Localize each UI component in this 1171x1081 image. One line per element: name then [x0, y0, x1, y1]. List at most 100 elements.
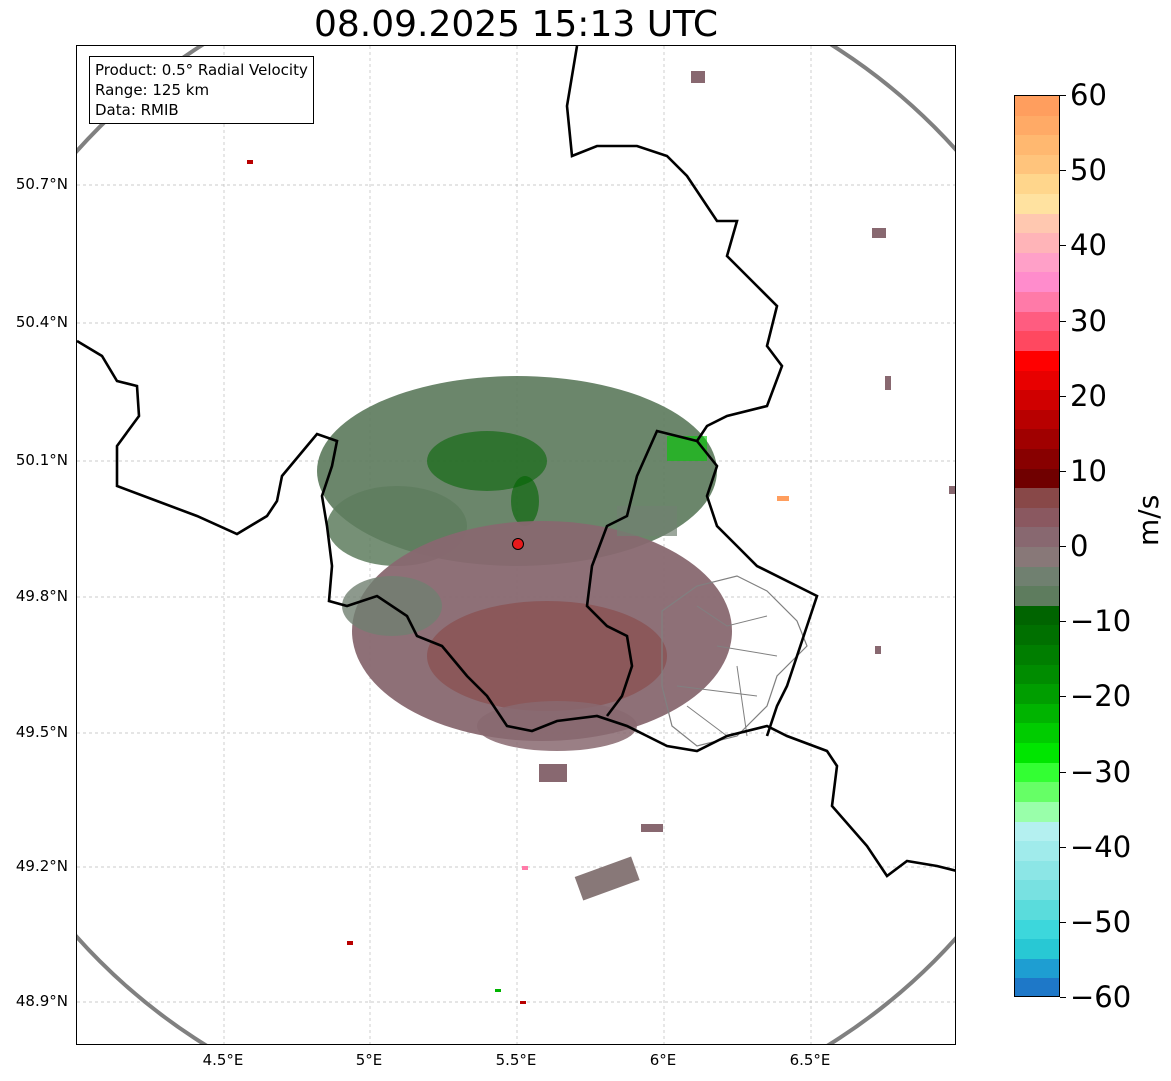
echo-speck — [641, 824, 663, 832]
colorbar-tick-mark — [1060, 245, 1066, 247]
lon-tick-label: 6°E — [649, 1051, 677, 1069]
colorbar-segment — [1015, 899, 1059, 921]
lat-tick-label: 50.1°N — [15, 451, 68, 469]
colorbar-segment — [1015, 409, 1059, 431]
colorbar-segment — [1015, 311, 1059, 333]
colorbar-segment — [1015, 605, 1059, 627]
colorbar-segment — [1015, 723, 1059, 745]
echo-speck — [247, 160, 253, 164]
colorbar-segment — [1015, 958, 1059, 980]
colorbar-segment — [1015, 821, 1059, 843]
colorbar-tick-label: −30 — [1070, 754, 1132, 789]
colorbar-segment — [1015, 390, 1059, 411]
colorbar-tick-label: 20 — [1070, 378, 1107, 413]
lat-tick-label: 48.9°N — [15, 992, 68, 1010]
echo-inbound-dark — [427, 431, 547, 491]
echo-speck — [574, 856, 640, 901]
colorbar-tick-mark — [1060, 846, 1066, 848]
colorbar-segment — [1015, 743, 1059, 764]
colorbar-segment — [1015, 762, 1059, 784]
echo-speck — [520, 1001, 526, 1004]
colorbar-tick-label: −60 — [1070, 980, 1132, 1014]
echo-speck — [872, 228, 886, 238]
colorbar-segment — [1015, 154, 1059, 176]
colorbar-segment — [1015, 135, 1059, 156]
colorbar-tick-label: −50 — [1070, 904, 1132, 939]
colorbar-segment — [1015, 96, 1059, 117]
colorbar-segment — [1015, 645, 1059, 666]
colorbar-segment — [1015, 488, 1059, 509]
colorbar-segment — [1015, 625, 1059, 647]
colorbar-tick-label: 0 — [1070, 529, 1089, 563]
colorbar-tick-label: 30 — [1070, 303, 1107, 338]
echo-outbound-dark — [427, 601, 667, 711]
colorbar-segment — [1015, 468, 1059, 490]
echo-speck — [522, 866, 528, 870]
colorbar-segment — [1015, 547, 1059, 568]
echo-inbound-dark-2 — [511, 476, 539, 526]
velocity-echoes — [247, 71, 955, 1004]
lat-tick-label: 49.5°N — [15, 723, 68, 741]
colorbar-segment — [1015, 782, 1059, 803]
colorbar-tick-label: −10 — [1070, 604, 1132, 639]
colorbar-segment — [1015, 429, 1059, 450]
colorbar-segment — [1015, 350, 1059, 372]
lon-tick-label: 5.5°E — [495, 1051, 537, 1069]
colorbar-segment — [1015, 978, 1059, 996]
colorbar-tick-mark — [1060, 921, 1066, 923]
colorbar-segment — [1015, 194, 1059, 215]
lat-tick-label: 49.8°N — [15, 587, 68, 605]
radar-site-marker — [512, 538, 524, 550]
colorbar-segment — [1015, 939, 1059, 960]
colorbar-tick-mark — [1060, 696, 1066, 698]
echo-speck — [691, 71, 705, 83]
lat-tick-label: 50.7°N — [15, 175, 68, 193]
boundaries — [77, 46, 955, 878]
colorbar-segment — [1015, 331, 1059, 352]
colorbar-segment — [1015, 174, 1059, 196]
border-lux-inner — [661, 575, 808, 747]
colorbar-tick-label: 10 — [1070, 453, 1107, 488]
colorbar-tick-mark — [1060, 170, 1066, 172]
colorbar-tick-mark — [1060, 95, 1066, 96]
colorbar-segment — [1015, 703, 1059, 725]
colorbar-segment — [1015, 684, 1059, 705]
colorbar-segment — [1015, 860, 1059, 882]
echo-speck — [777, 496, 789, 501]
colorbar-tick-label: −40 — [1070, 829, 1132, 864]
echo-speck — [949, 486, 955, 494]
colorbar-segment — [1015, 448, 1059, 470]
colorbar-segment — [1015, 115, 1059, 137]
colorbar-tick-mark — [1060, 320, 1066, 322]
product-info-box: Product: 0.5° Radial Velocity Range: 125… — [89, 56, 314, 124]
echo-outbound-south — [477, 701, 637, 751]
colorbar-tick-mark — [1060, 771, 1066, 773]
lat-tick-label: 49.2°N — [15, 857, 68, 875]
lon-tick-label: 5°E — [355, 1051, 383, 1069]
colorbar-tick-label: −20 — [1070, 679, 1132, 714]
echo-speck — [539, 764, 567, 782]
colorbar-tick-mark — [1060, 395, 1066, 397]
colorbar-segment — [1015, 566, 1059, 588]
colorbar-segment — [1015, 586, 1059, 607]
lat-tick-label: 50.4°N — [15, 313, 68, 331]
radar-map-canvas — [77, 46, 955, 1044]
echo-speck — [617, 506, 677, 536]
colorbar-segment — [1015, 370, 1059, 392]
border-lux-cantons — [676, 605, 778, 737]
radar-map[interactable] — [76, 45, 956, 1045]
colorbar — [1014, 95, 1060, 997]
colorbar-tick-label: 60 — [1070, 78, 1107, 112]
echo-speck — [495, 989, 501, 992]
colorbar-tick-mark — [1060, 546, 1066, 547]
info-product: Product: 0.5° Radial Velocity — [95, 61, 308, 79]
colorbar-segment — [1015, 919, 1059, 941]
colorbar-segment — [1015, 527, 1059, 548]
colorbar-segment — [1015, 233, 1059, 254]
colorbar-segment — [1015, 272, 1059, 294]
colorbar-segment — [1015, 507, 1059, 529]
colorbar-segment — [1015, 841, 1059, 862]
lon-tick-label: 4.5°E — [202, 1051, 244, 1069]
info-data-source: Data: RMIB — [95, 101, 179, 119]
colorbar-segment — [1015, 801, 1059, 823]
